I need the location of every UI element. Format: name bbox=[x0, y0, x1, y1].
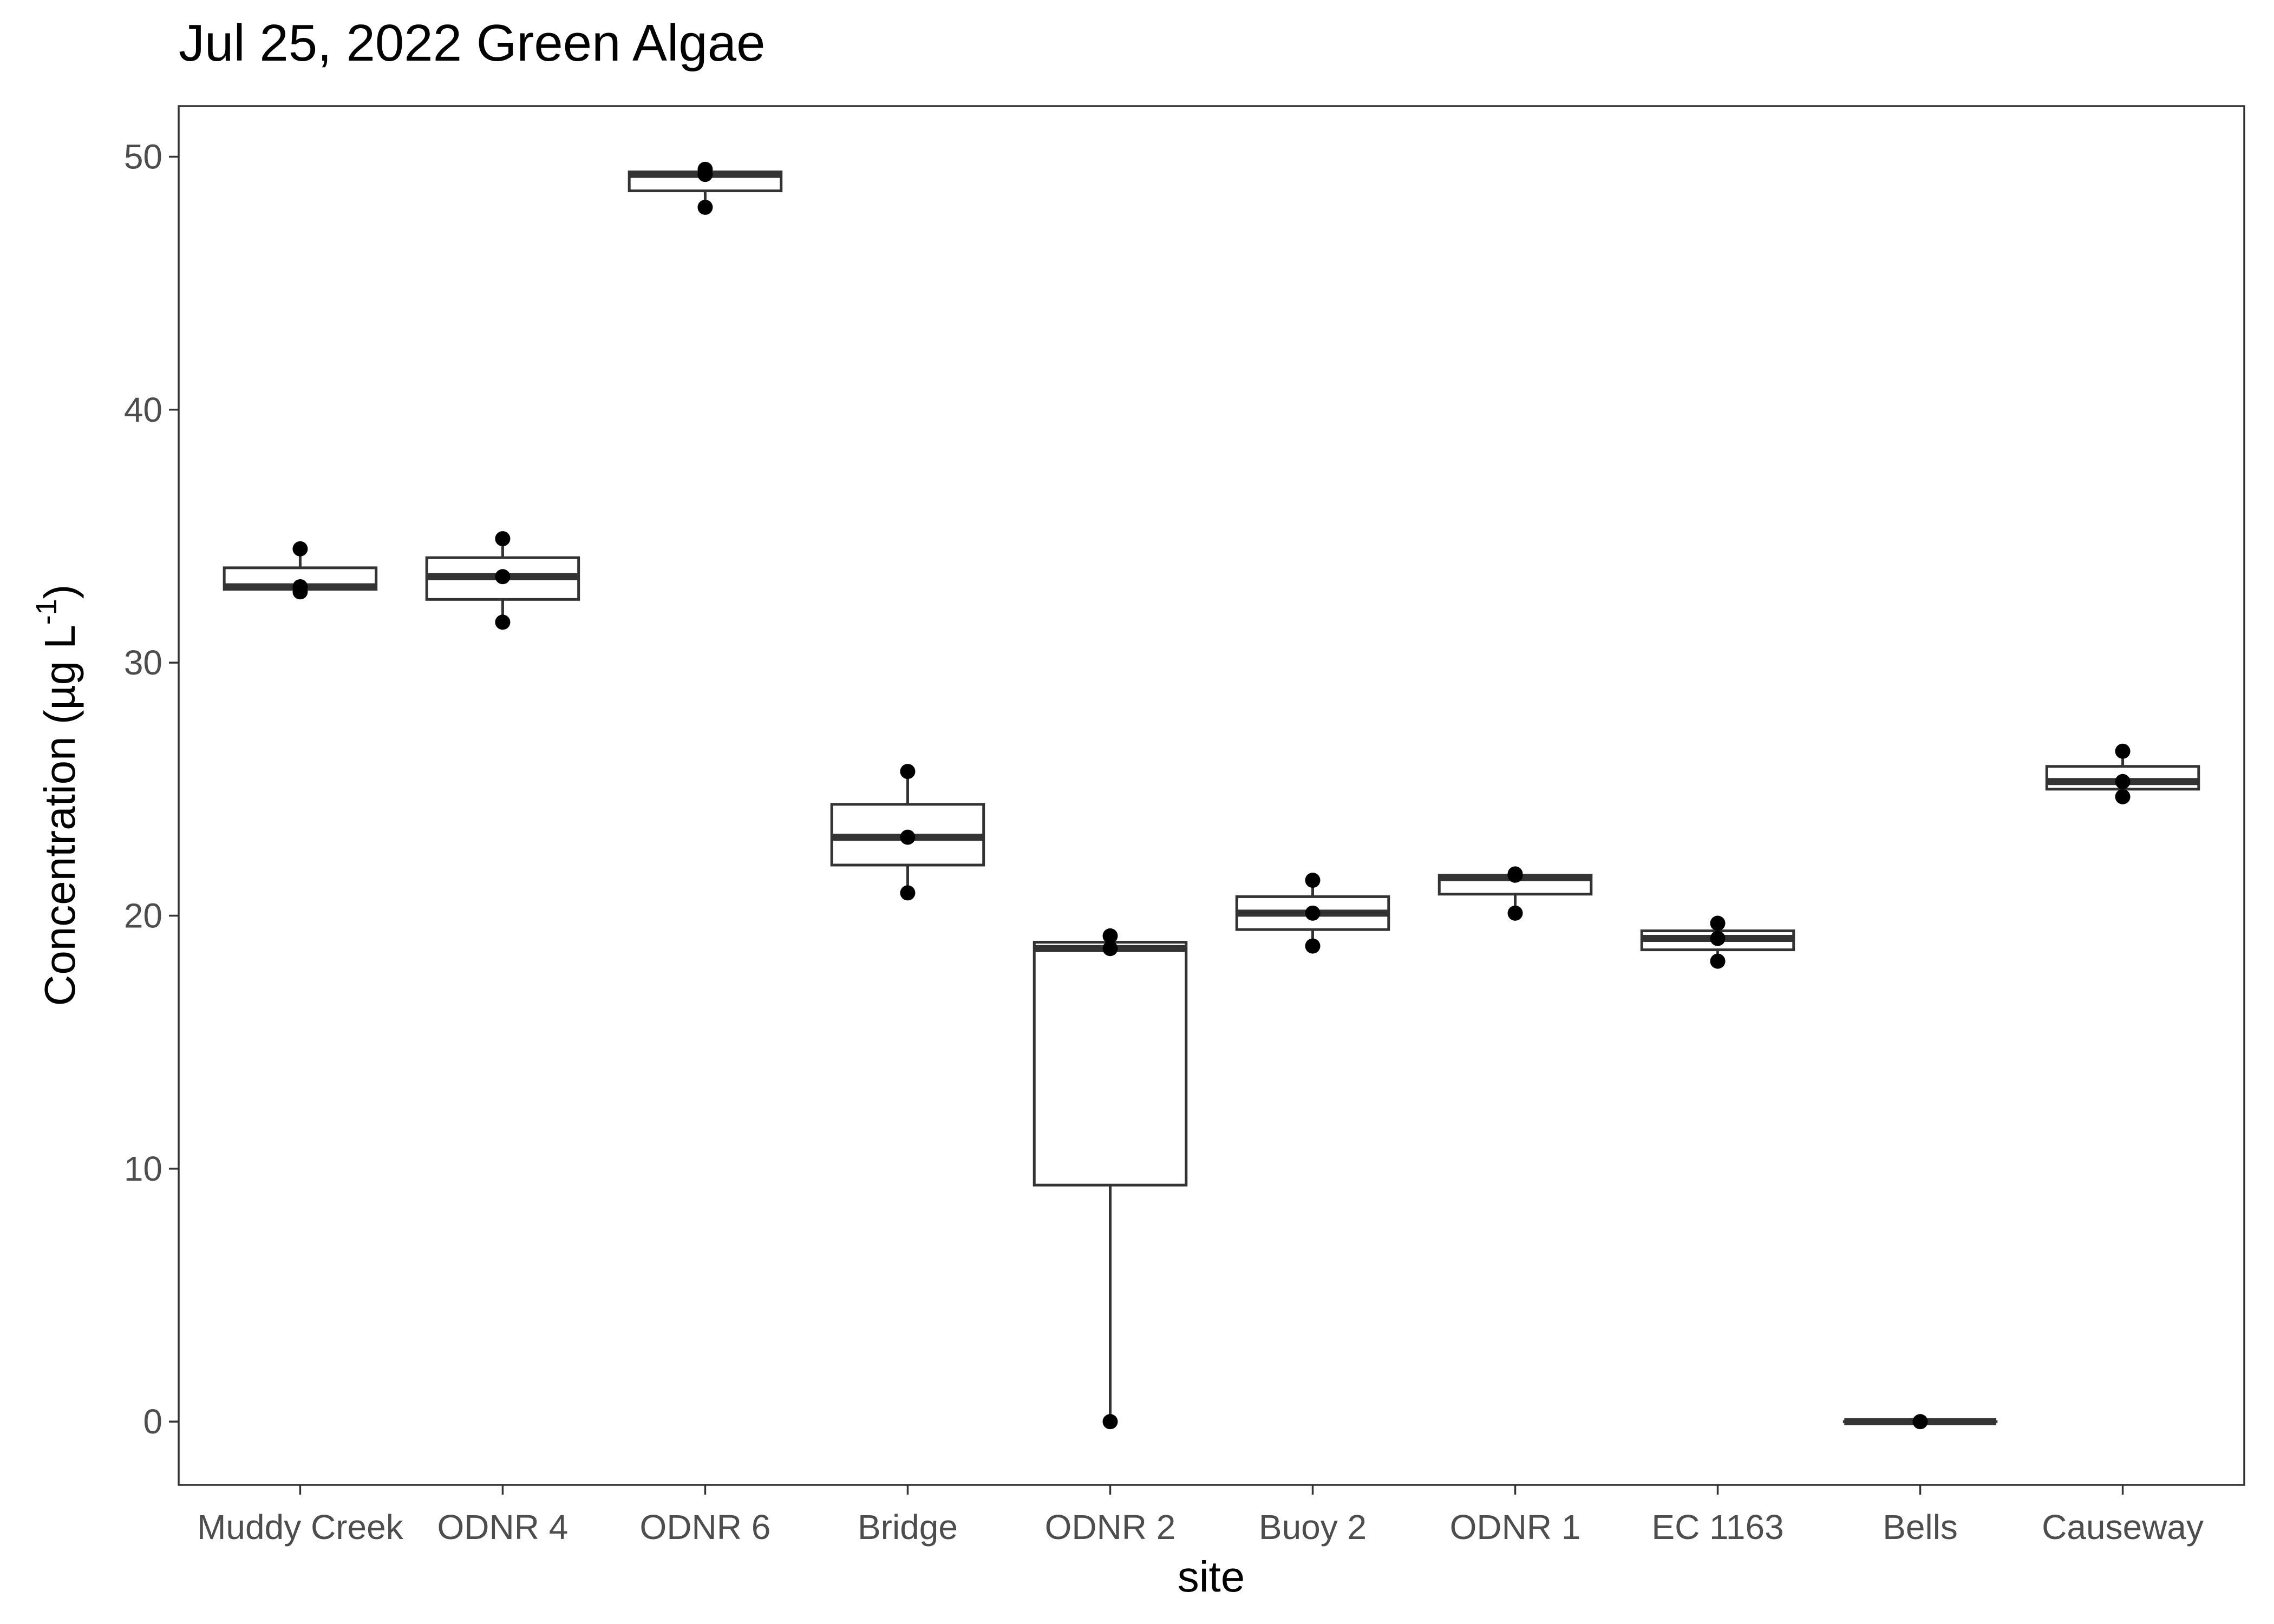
data-point bbox=[495, 569, 511, 585]
data-point bbox=[1912, 1414, 1928, 1430]
data-point bbox=[1102, 941, 1118, 957]
chart-title: Jul 25, 2022 Green Algae bbox=[179, 14, 765, 72]
y-axis-title-close: ) bbox=[36, 585, 84, 599]
x-tick-label: Muddy Creek bbox=[197, 1508, 404, 1547]
data-point bbox=[1102, 1414, 1118, 1430]
boxplot-odnr-2 bbox=[1033, 928, 1188, 1430]
data-point bbox=[292, 541, 308, 556]
x-tick-label: EC 1163 bbox=[1651, 1508, 1783, 1547]
boxplot-odnr-6 bbox=[628, 161, 783, 215]
x-tick-label: ODNR 1 bbox=[1450, 1508, 1581, 1547]
data-point bbox=[2115, 789, 2131, 804]
data-point bbox=[1507, 905, 1523, 921]
y-axis-title-superscript: -1 bbox=[30, 599, 63, 625]
x-tick-label: Causeway bbox=[2042, 1508, 2204, 1547]
plot-panel bbox=[178, 105, 2245, 1486]
y-tick-label: 50 bbox=[124, 137, 162, 176]
y-axis: 0 10 20 30 40 50 bbox=[124, 137, 179, 1441]
x-tick-label: Bridge bbox=[858, 1508, 958, 1547]
data-point bbox=[1305, 938, 1321, 954]
boxplot-muddy-creek bbox=[223, 541, 378, 600]
data-point bbox=[495, 614, 511, 630]
boxplots bbox=[223, 161, 2200, 1430]
x-axis: Muddy Creek ODNR 4 ODNR 6 Bridge ODNR 2 Buoy … bbox=[197, 1485, 2204, 1547]
boxplot-bells bbox=[1842, 1414, 1998, 1430]
boxplot-bridge bbox=[830, 764, 985, 901]
data-point bbox=[1710, 915, 1726, 931]
y-tick-label: 20 bbox=[124, 896, 162, 935]
boxplot-odnr-4 bbox=[425, 531, 580, 630]
y-axis-title: Concentration (µg L-1) bbox=[30, 585, 84, 1006]
data-point bbox=[900, 829, 916, 845]
data-point bbox=[495, 531, 511, 547]
data-point bbox=[697, 161, 713, 177]
y-tick-label: 0 bbox=[143, 1402, 162, 1441]
x-tick-label: ODNR 6 bbox=[640, 1508, 771, 1547]
boxplot-causeway bbox=[2045, 743, 2200, 804]
data-point bbox=[2115, 774, 2131, 789]
data-point bbox=[1102, 928, 1118, 944]
data-point bbox=[1710, 931, 1726, 946]
x-axis-title: site bbox=[1178, 1553, 1245, 1601]
boxplot-ec-1163 bbox=[1640, 915, 1795, 969]
y-tick-label: 30 bbox=[124, 643, 162, 682]
box bbox=[1033, 941, 1188, 1187]
boxplot-buoy-2 bbox=[1235, 873, 1390, 954]
x-tick-label: Bells bbox=[1883, 1508, 1958, 1547]
data-point bbox=[1305, 873, 1321, 888]
data-point bbox=[1507, 866, 1523, 882]
y-tick-label: 10 bbox=[124, 1149, 162, 1188]
data-point bbox=[2115, 743, 2131, 759]
data-point bbox=[697, 199, 713, 215]
x-tick-label: ODNR 4 bbox=[437, 1508, 568, 1547]
data-point bbox=[292, 579, 308, 594]
y-axis-title-main: Concentration (µg L bbox=[36, 625, 84, 1006]
data-point bbox=[1710, 953, 1726, 969]
data-point bbox=[900, 885, 916, 901]
boxplot-odnr-1 bbox=[1437, 866, 1593, 921]
y-tick-label: 40 bbox=[124, 390, 162, 429]
data-point bbox=[900, 764, 916, 780]
data-point bbox=[1305, 905, 1321, 921]
x-tick-label: Buoy 2 bbox=[1259, 1508, 1367, 1547]
x-tick-label: ODNR 2 bbox=[1045, 1508, 1176, 1547]
